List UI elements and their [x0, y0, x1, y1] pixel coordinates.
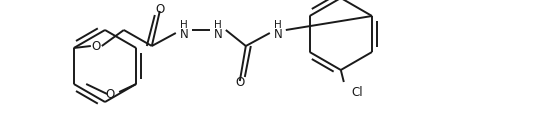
Text: O: O: [105, 87, 114, 100]
Text: O: O: [155, 3, 164, 16]
Text: H: H: [214, 20, 222, 30]
Text: N: N: [214, 27, 222, 40]
Text: N: N: [179, 27, 188, 40]
Text: H: H: [274, 20, 282, 30]
Text: O: O: [235, 76, 245, 89]
Text: H: H: [180, 20, 187, 30]
Text: N: N: [273, 27, 282, 40]
Text: Cl: Cl: [352, 86, 364, 99]
Text: O: O: [91, 39, 100, 52]
